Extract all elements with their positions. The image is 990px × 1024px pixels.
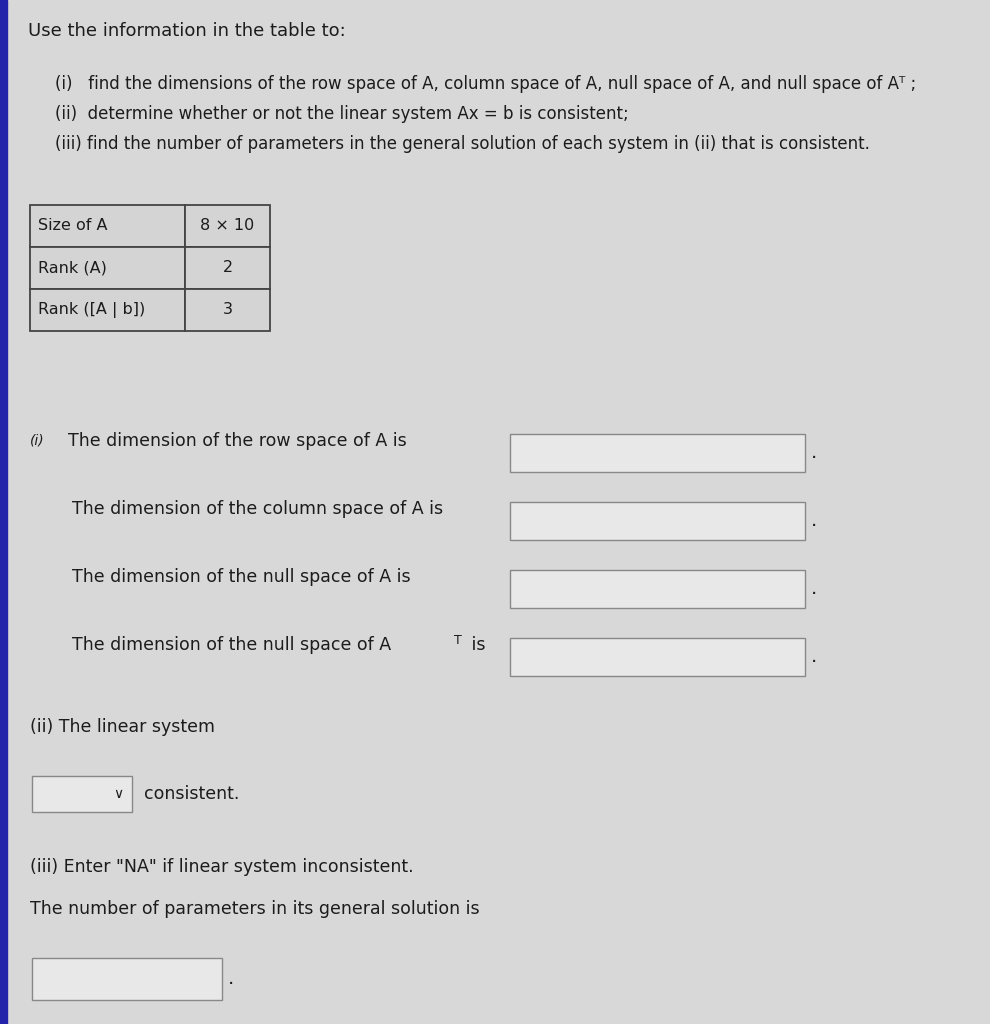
Text: Use the information in the table to:: Use the information in the table to:: [28, 22, 346, 40]
Text: .: .: [811, 580, 818, 598]
Bar: [185, 205, 270, 247]
Text: Rank ([A | b]): Rank ([A | b]): [38, 302, 146, 318]
Bar: [185, 289, 270, 331]
Bar: [510, 434, 805, 472]
Bar: [510, 502, 805, 540]
Text: 8 × 10: 8 × 10: [200, 218, 254, 233]
Text: .: .: [228, 970, 235, 988]
Text: The dimension of the column space of A is: The dimension of the column space of A i…: [72, 500, 444, 518]
Text: The number of parameters in its general solution is: The number of parameters in its general …: [30, 900, 479, 918]
Bar: [510, 570, 805, 608]
Text: T: T: [454, 634, 461, 647]
Text: (iii) find the number of parameters in the general solution of each system in (i: (iii) find the number of parameters in t…: [55, 135, 870, 153]
Text: (iii) Enter "NA" if linear system inconsistent.: (iii) Enter "NA" if linear system incons…: [30, 858, 414, 876]
Text: The dimension of the null space of A is: The dimension of the null space of A is: [72, 568, 411, 586]
Bar: [30, 289, 185, 331]
Bar: [30, 247, 185, 289]
Text: The dimension of the null space of A: The dimension of the null space of A: [72, 636, 391, 654]
Bar: [32, 776, 132, 812]
Bar: [510, 638, 805, 676]
Text: is: is: [466, 636, 485, 654]
Text: (i)   find the dimensions of the row space of A, column space of A, null space o: (i) find the dimensions of the row space…: [55, 75, 917, 93]
Text: Rank (A): Rank (A): [38, 260, 107, 275]
Text: .: .: [811, 512, 818, 530]
Text: .: .: [811, 647, 818, 667]
Bar: [30, 205, 185, 247]
Bar: [0, 0, 7, 1024]
Text: ∨: ∨: [113, 787, 123, 801]
Text: .: .: [811, 443, 818, 463]
Text: 3: 3: [223, 302, 233, 317]
Text: (ii) The linear system: (ii) The linear system: [30, 718, 215, 736]
Text: Size of A: Size of A: [38, 218, 108, 233]
Text: 2: 2: [223, 260, 233, 275]
Text: consistent.: consistent.: [144, 785, 240, 803]
Bar: [32, 958, 222, 1000]
Bar: [185, 247, 270, 289]
Text: The dimension of the row space of A is: The dimension of the row space of A is: [68, 432, 407, 450]
Text: (ii)  determine whether or not the linear system Ax = b is consistent;: (ii) determine whether or not the linear…: [55, 105, 629, 123]
Text: (i): (i): [30, 434, 45, 449]
